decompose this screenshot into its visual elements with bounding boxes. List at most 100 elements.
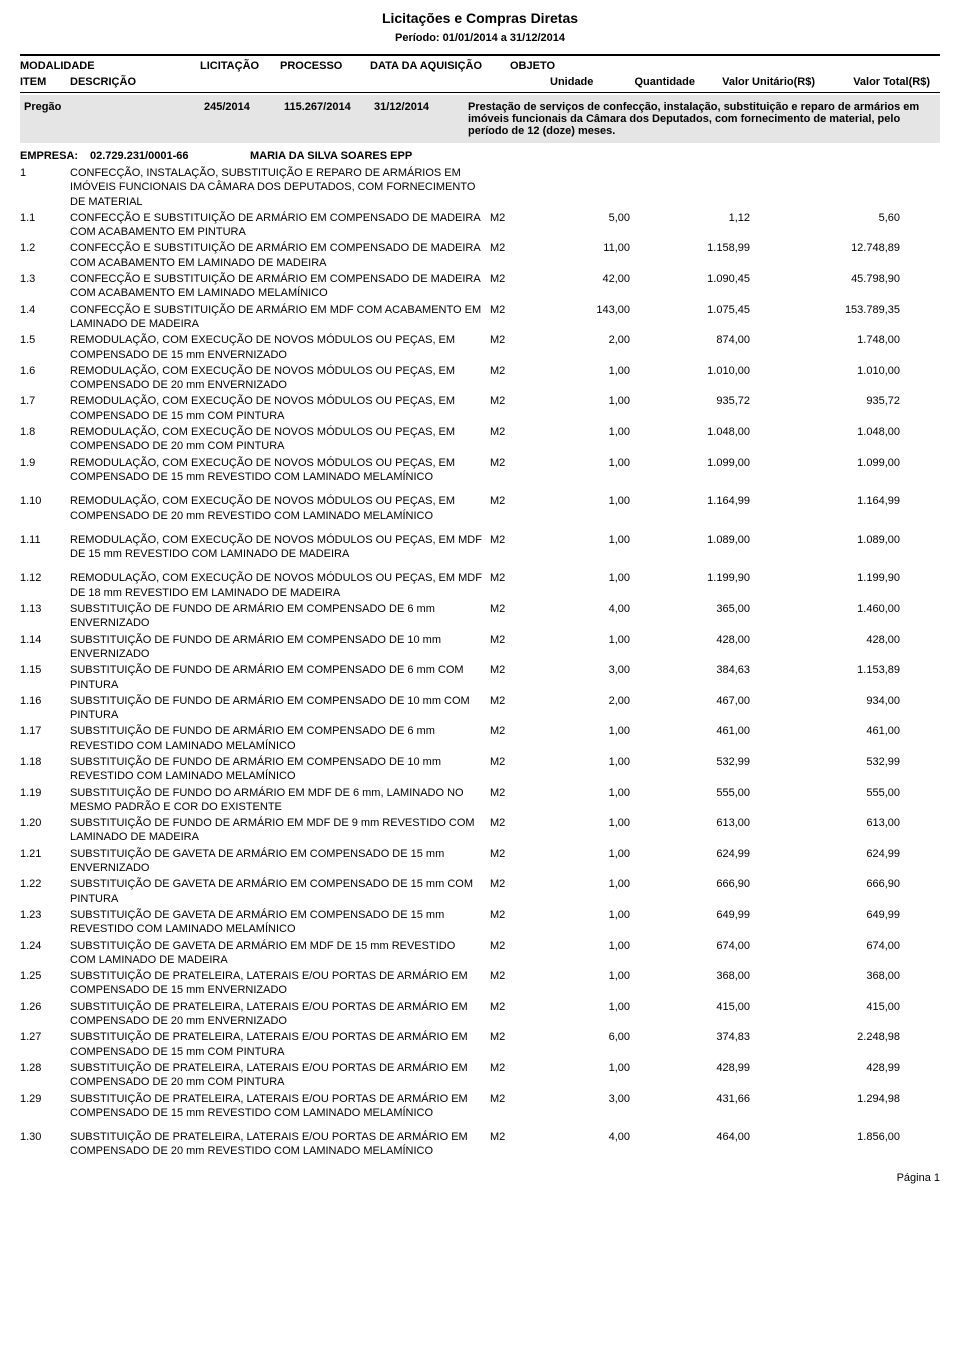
item-quantity: 1,00 [540,724,630,738]
item-description: SUBSTITUIÇÃO DE FUNDO DE ARMÁRIO EM COMP… [70,724,490,753]
hdr-processo: PROCESSO [280,60,370,72]
item-total-value: 666,90 [750,877,900,891]
item-quantity: 1,00 [540,571,630,585]
item-total-value: 532,99 [750,755,900,769]
table-row: 1.28SUBSTITUIÇÃO DE PRATELEIRA, LATERAIS… [20,1060,940,1091]
item-quantity: 4,00 [540,1130,630,1144]
item-description: REMODULAÇÃO, COM EXECUÇÃO DE NOVOS MÓDUL… [70,533,490,562]
item-unit-value: 1.048,00 [630,425,750,439]
item-unit-value: 666,90 [630,877,750,891]
item-unit: M2 [490,364,540,378]
item-description: SUBSTITUIÇÃO DE FUNDO DE ARMÁRIO EM COMP… [70,755,490,784]
item-number: 1.21 [20,847,70,861]
item-unit-value: 1,12 [630,211,750,225]
pregao-objeto: Prestação de serviços de confecção, inst… [464,101,936,137]
item-unit: M2 [490,494,540,508]
item-quantity: 1,00 [540,494,630,508]
item-quantity: 1,00 [540,425,630,439]
item-total-value: 1.199,90 [750,571,900,585]
item-unit-value: 674,00 [630,939,750,953]
item-unit: M2 [490,303,540,317]
table-row: 1.19SUBSTITUIÇÃO DE FUNDO DO ARMÁRIO EM … [20,785,940,816]
item-quantity: 42,00 [540,272,630,286]
table-row: 1.8REMODULAÇÃO, COM EXECUÇÃO DE NOVOS MÓ… [20,424,940,455]
item-total-value: 624,99 [750,847,900,861]
item-unit-value: 613,00 [630,816,750,830]
item-number: 1.4 [20,303,70,317]
item-total-value: 1.164,99 [750,494,900,508]
item-number: 1.7 [20,394,70,408]
item-total-value: 555,00 [750,786,900,800]
item-total-value: 1.010,00 [750,364,900,378]
item-quantity: 1,00 [540,969,630,983]
item-unit: M2 [490,755,540,769]
item-description: CONFECÇÃO E SUBSTITUIÇÃO DE ARMÁRIO EM C… [70,211,490,240]
item-unit: M2 [490,571,540,585]
table-row: 1.3CONFECÇÃO E SUBSTITUIÇÃO DE ARMÁRIO E… [20,271,940,302]
item-description: REMODULAÇÃO, COM EXECUÇÃO DE NOVOS MÓDUL… [70,494,490,523]
item-unit-value: 1.089,00 [630,533,750,547]
table-row: 1.10REMODULAÇÃO, COM EXECUÇÃO DE NOVOS M… [20,493,940,524]
table-row: 1.7REMODULAÇÃO, COM EXECUÇÃO DE NOVOS MÓ… [20,393,940,424]
item-number: 1.12 [20,571,70,585]
item-quantity: 1,00 [540,394,630,408]
item-quantity: 143,00 [540,303,630,317]
hdr-valor-total: Valor Total(R$) [815,76,930,88]
table-row: 1.20SUBSTITUIÇÃO DE FUNDO DE ARMÁRIO EM … [20,815,940,846]
hdr-unidade: Unidade [550,76,610,88]
item-unit: M2 [490,272,540,286]
item-description: SUBSTITUIÇÃO DE FUNDO DE ARMÁRIO EM COMP… [70,663,490,692]
table-row: 1.9REMODULAÇÃO, COM EXECUÇÃO DE NOVOS MÓ… [20,455,940,486]
item-quantity: 1,00 [540,816,630,830]
table-row: 1.1CONFECÇÃO E SUBSTITUIÇÃO DE ARMÁRIO E… [20,210,940,241]
hdr-item: ITEM [20,76,70,88]
item-unit-value: 1.199,90 [630,571,750,585]
item-unit: M2 [490,1092,540,1106]
item-unit-value: 428,99 [630,1061,750,1075]
empresa-cnpj: 02.729.231/0001-66 [90,150,250,162]
item-quantity: 1,00 [540,1061,630,1075]
item-unit-value: 1.158,99 [630,241,750,255]
item-number: 1.5 [20,333,70,347]
item-quantity: 1,00 [540,633,630,647]
table-row: 1.26SUBSTITUIÇÃO DE PRATELEIRA, LATERAIS… [20,999,940,1030]
item-total-value: 613,00 [750,816,900,830]
item-unit-value: 532,99 [630,755,750,769]
table-row: 1.16SUBSTITUIÇÃO DE FUNDO DE ARMÁRIO EM … [20,693,940,724]
item-total-value: 649,99 [750,908,900,922]
item-description: SUBSTITUIÇÃO DE PRATELEIRA, LATERAIS E/O… [70,1061,490,1090]
item-total-value: 1.089,00 [750,533,900,547]
item-number: 1.24 [20,939,70,953]
item-number: 1.11 [20,533,70,547]
report-title: Licitações e Compras Diretas [20,10,940,26]
table-row: 1.18SUBSTITUIÇÃO DE FUNDO DE ARMÁRIO EM … [20,754,940,785]
item-quantity: 3,00 [540,1092,630,1106]
item-description: SUBSTITUIÇÃO DE GAVETA DE ARMÁRIO EM COM… [70,877,490,906]
item-quantity: 2,00 [540,333,630,347]
empresa-name: MARIA DA SILVA SOARES EPP [250,150,940,162]
table-row: 1.15SUBSTITUIÇÃO DE FUNDO DE ARMÁRIO EM … [20,662,940,693]
item-number: 1.19 [20,786,70,800]
page-number: Página 1 [20,1172,940,1184]
item-description: SUBSTITUIÇÃO DE GAVETA DE ARMÁRIO EM MDF… [70,939,490,968]
item-unit-value: 374,83 [630,1030,750,1044]
item-description: SUBSTITUIÇÃO DE GAVETA DE ARMÁRIO EM COM… [70,908,490,937]
item-description: REMODULAÇÃO, COM EXECUÇÃO DE NOVOS MÓDUL… [70,333,490,362]
item-description: SUBSTITUIÇÃO DE FUNDO DE ARMÁRIO EM COMP… [70,633,490,662]
item-quantity: 4,00 [540,602,630,616]
item-quantity: 11,00 [540,241,630,255]
item-quantity: 1,00 [540,847,630,861]
table-row: 1CONFECÇÃO, INSTALAÇÃO, SUBSTITUIÇÃO E R… [20,165,940,210]
item-unit-value: 464,00 [630,1130,750,1144]
table-row: 1.22SUBSTITUIÇÃO DE GAVETA DE ARMÁRIO EM… [20,876,940,907]
divider [20,92,940,93]
table-row: 1.23SUBSTITUIÇÃO DE GAVETA DE ARMÁRIO EM… [20,907,940,938]
item-unit-value: 365,00 [630,602,750,616]
item-unit: M2 [490,211,540,225]
item-unit-value: 874,00 [630,333,750,347]
table-row: 1.27SUBSTITUIÇÃO DE PRATELEIRA, LATERAIS… [20,1029,940,1060]
empresa-label: EMPRESA: [20,150,90,162]
item-unit: M2 [490,456,540,470]
item-total-value: 368,00 [750,969,900,983]
hdr-objeto: OBJETO [510,60,940,72]
